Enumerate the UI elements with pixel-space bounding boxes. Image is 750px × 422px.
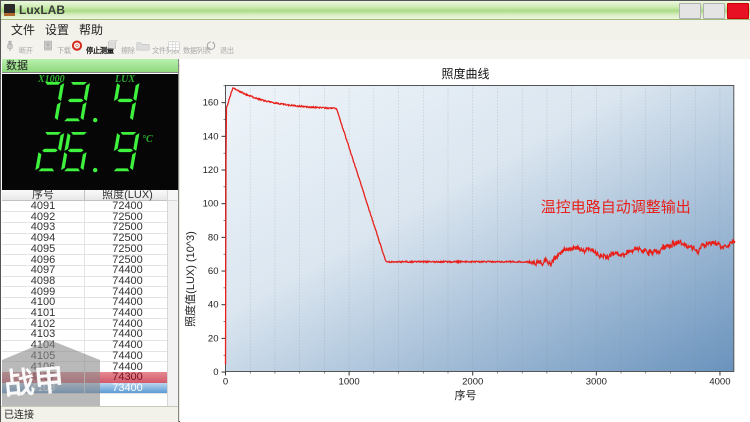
svg-text:20: 20 [208,333,219,344]
svg-text:4000: 4000 [709,377,730,388]
svg-text:100: 100 [203,199,219,210]
svg-text:0: 0 [223,377,228,388]
svg-text:40: 40 [208,300,219,311]
svg-text:160: 160 [203,98,219,109]
svg-text:0: 0 [213,367,218,378]
svg-text:JUNPIN360.COM: JUNPIN360.COM [57,399,161,406]
svg-text:温控电路自动调整输出: 温控电路自动调整输出 [541,199,691,216]
svg-text:120: 120 [203,165,219,176]
svg-text:2000: 2000 [462,377,483,388]
svg-text:140: 140 [203,131,219,142]
svg-text:1000: 1000 [339,377,360,388]
svg-text:60: 60 [208,266,219,277]
svg-text:3000: 3000 [586,377,607,388]
svg-text:80: 80 [208,232,219,243]
